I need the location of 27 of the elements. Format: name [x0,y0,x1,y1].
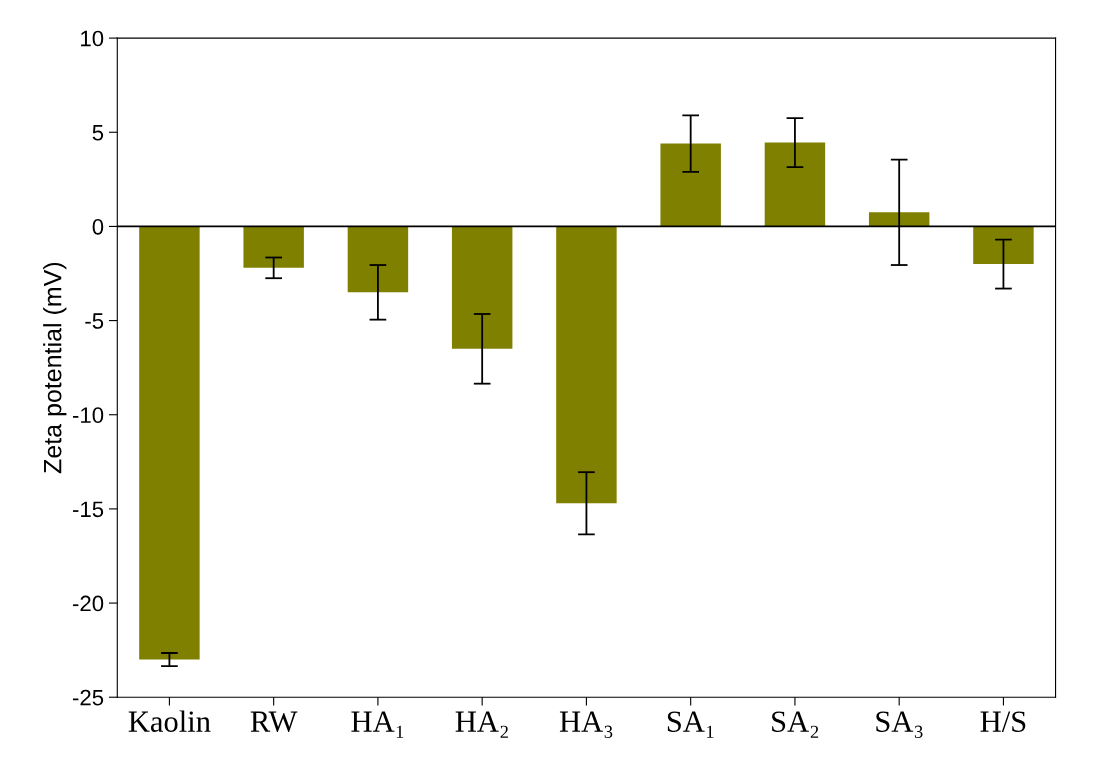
bar [868,212,930,227]
bar [556,226,617,504]
x-tick-label: HA₂ [455,711,508,738]
x-tick-label: Kaolin [128,710,211,732]
bar [139,226,200,660]
y-tick-label: -5 [85,313,104,329]
y-tick-label: -10 [72,407,104,424]
bar [764,142,826,227]
bar [660,143,721,227]
y-tick-label: 10 [81,30,104,47]
y-tick-label: 0 [92,218,104,235]
x-tick-label: SA₂ [772,711,819,738]
y-axis-title: Zeta potential (mV) [43,262,67,474]
x-tick-label: SA₁ [667,711,714,738]
y-tick-label: -25 [72,689,104,706]
y-tick-label: -20 [72,595,104,612]
bar [243,226,304,268]
x-tick-label: SA₃ [876,711,923,738]
x-tick-label: H/S [980,711,1026,732]
y-tick-label: 5 [92,125,104,141]
x-tick-label: HA₁ [351,711,404,738]
bar [973,226,1034,265]
bar [347,226,409,293]
x-tick-label: HA₃ [559,711,613,738]
bar [451,226,513,349]
x-tick-label: RW [250,711,298,733]
y-tick-label: -15 [72,501,104,518]
